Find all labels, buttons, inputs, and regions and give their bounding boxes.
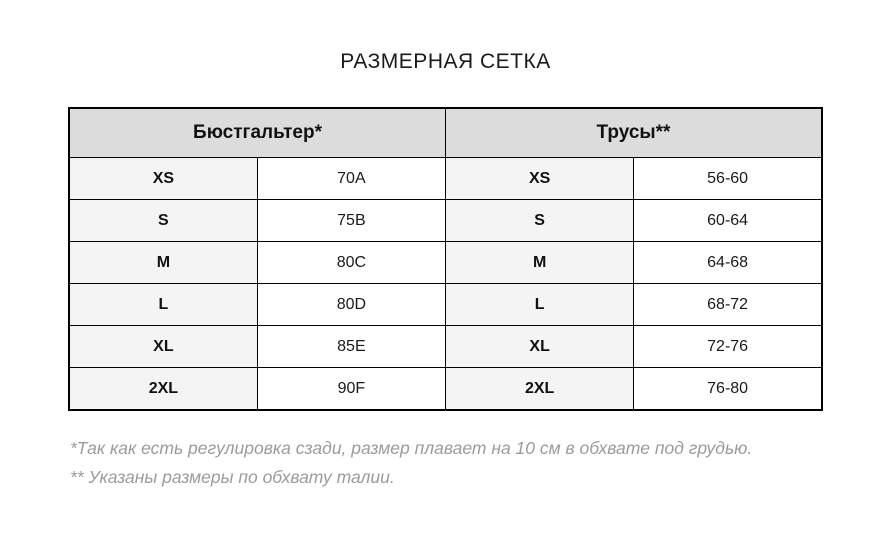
footnote-bra: *Так как есть регулировка сзади, размер …	[70, 438, 753, 458]
footnote-panties: ** Указаны размеры по обхвату талии.	[70, 467, 395, 487]
table-row: XS 70A XS 56-60	[68, 157, 823, 200]
panties-size-cell: 2XL	[444, 367, 635, 411]
bra-size-cell: XL	[68, 325, 258, 368]
page-title: РАЗМЕРНАЯ СЕТКА	[340, 50, 551, 73]
panties-size-cell: M	[444, 241, 635, 284]
panties-value-cell: 60-64	[633, 199, 823, 242]
size-table: Бюстгальтер* Трусы** XS 70A XS 56-60 S 7…	[68, 107, 823, 411]
table-row: XL 85E XL 72-76	[68, 325, 823, 368]
bra-value-cell: 85E	[256, 325, 447, 368]
bra-value-cell: 90F	[256, 367, 447, 411]
bra-value-cell: 80C	[256, 241, 447, 284]
bra-size-cell: L	[68, 283, 258, 326]
panties-size-cell: S	[444, 199, 635, 242]
panties-value-cell: 64-68	[633, 241, 823, 284]
bra-value-cell: 80D	[256, 283, 447, 326]
panties-size-cell: L	[444, 283, 635, 326]
panties-value-cell: 56-60	[633, 157, 823, 200]
bra-value-cell: 70A	[256, 157, 447, 200]
table-row: S 75B S 60-64	[68, 199, 823, 242]
table-row: 2XL 90F 2XL 76-80	[68, 367, 823, 411]
bra-size-cell: XS	[68, 157, 258, 200]
bra-size-cell: 2XL	[68, 367, 258, 411]
table-row: L 80D L 68-72	[68, 283, 823, 326]
header-bra: Бюстгальтер*	[68, 107, 446, 158]
panties-value-cell: 76-80	[633, 367, 823, 411]
footnotes: *Так как есть регулировка сзади, размер …	[70, 434, 860, 492]
header-panties: Трусы**	[445, 107, 823, 158]
bra-value-cell: 75B	[256, 199, 447, 242]
table-header-row: Бюстгальтер* Трусы**	[68, 107, 823, 158]
table-row: M 80C M 64-68	[68, 241, 823, 284]
panties-size-cell: XS	[444, 157, 635, 200]
bra-size-cell: S	[68, 199, 258, 242]
panties-size-cell: XL	[444, 325, 635, 368]
panties-value-cell: 72-76	[633, 325, 823, 368]
panties-value-cell: 68-72	[633, 283, 823, 326]
bra-size-cell: M	[68, 241, 258, 284]
